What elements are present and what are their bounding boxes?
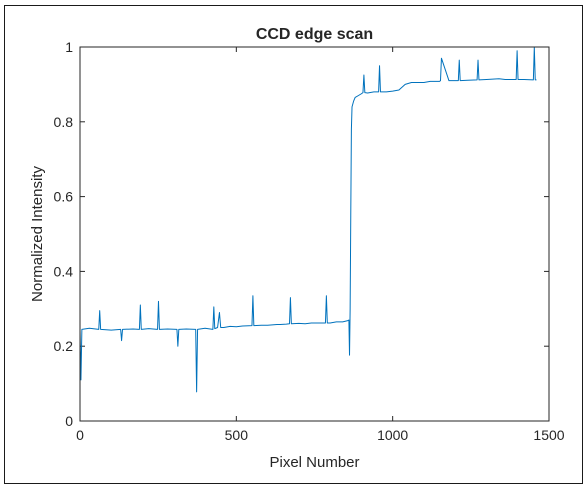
plot-area — [80, 47, 549, 421]
y-axis-label: Normalized Intensity — [29, 166, 46, 302]
x-tick-label: 1000 — [377, 427, 408, 443]
x-axis-label: Pixel Number — [269, 454, 359, 471]
x-tick-label: 1500 — [533, 427, 564, 443]
x-axis: 0 500 1000 1500 — [76, 47, 565, 443]
y-tick-label: 0 — [65, 413, 73, 429]
x-tick-label: 0 — [76, 427, 84, 443]
chart-title: CCD edge scan — [256, 26, 373, 43]
y-tick-label: 0.8 — [54, 114, 74, 130]
y-tick-label: 1 — [65, 39, 73, 55]
y-tick-label: 0.4 — [54, 263, 74, 279]
data-series-line — [79, 46, 537, 393]
figure-window: 0 500 1000 1500 0 0.2 0.4 0.6 0.8 1 CCD edge sca… — [4, 5, 583, 484]
x-tick-label: 500 — [225, 427, 249, 443]
y-axis: 0 0.2 0.4 0.6 0.8 1 — [54, 39, 549, 429]
axes-box — [79, 46, 550, 422]
y-tick-label: 0.6 — [54, 189, 74, 205]
y-tick-label: 0.2 — [54, 338, 74, 354]
line-chart: 0 500 1000 1500 0 0.2 0.4 0.6 0.8 1 CCD edge sca… — [29, 26, 565, 471]
